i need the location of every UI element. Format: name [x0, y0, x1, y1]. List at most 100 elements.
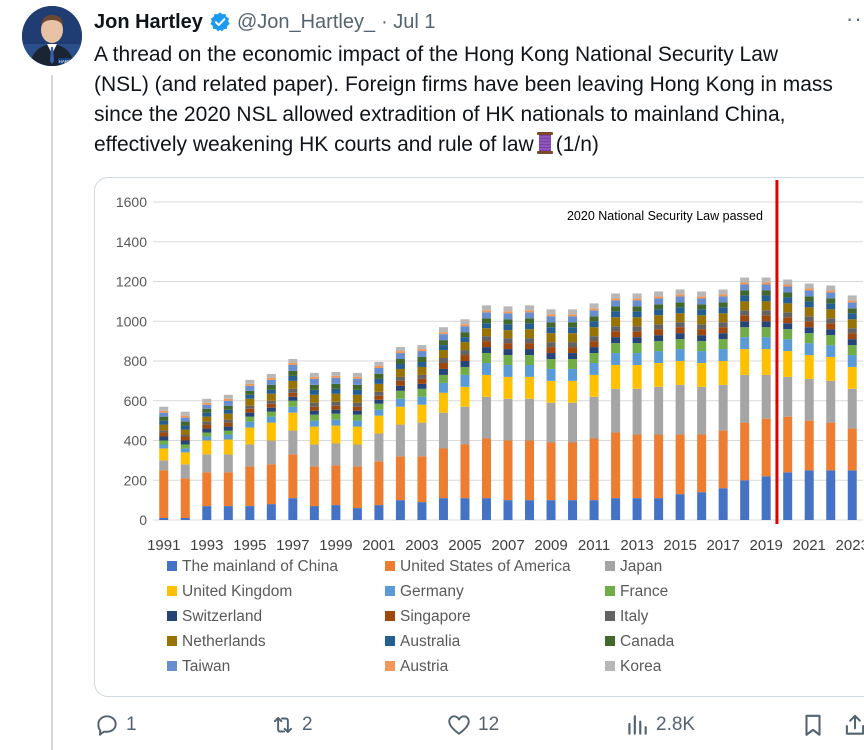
bar-segment: [331, 375, 341, 378]
bar-segment: [202, 428, 212, 433]
bar-segment: [740, 480, 750, 520]
bar-segment: [180, 417, 190, 422]
bar-segment: [159, 444, 169, 449]
bar-segment: [761, 282, 771, 285]
bar-segment: [245, 444, 255, 467]
bar-segment: [159, 436, 169, 441]
bar-segment: [309, 466, 319, 507]
bar-segment: [546, 368, 556, 381]
bar-segment: [417, 383, 427, 389]
bar-segment: [761, 374, 771, 419]
bar-segment: [804, 301, 814, 308]
bar-segment: [611, 432, 621, 499]
bar-segment: [847, 428, 857, 471]
bar-segment: [180, 415, 190, 418]
bar-segment: [202, 408, 212, 413]
views-button[interactable]: 2.8K: [624, 712, 695, 738]
bar-segment: [374, 403, 384, 410]
legend-swatch: [605, 586, 615, 596]
bar-segment: [266, 400, 276, 404]
bar-segment: [503, 343, 513, 350]
bar-segment: [438, 332, 448, 335]
author-handle[interactable]: @Jon_Hartley_: [236, 10, 376, 33]
bar-segment: [847, 339, 857, 346]
bar-segment: [245, 466, 255, 507]
x-tick-label: 1997: [276, 537, 309, 554]
legend-label: Canada: [620, 633, 675, 650]
bar-segment: [783, 472, 793, 520]
bar-segment: [546, 342, 556, 348]
bar-segment: [438, 448, 448, 499]
repost-button[interactable]: 2: [270, 712, 313, 738]
bar-segment: [654, 498, 664, 520]
repost-icon: [273, 716, 293, 734]
bar-segment: [352, 394, 362, 403]
bar-segment: [159, 440, 169, 445]
legend-swatch: [605, 661, 615, 671]
author-name[interactable]: Jon Hartley: [94, 10, 203, 33]
bar-segment: [180, 411, 190, 416]
share-button[interactable]: [842, 712, 864, 738]
bookmark-button[interactable]: [800, 712, 826, 738]
tweet-date[interactable]: · Jul 1: [381, 10, 436, 33]
bar-segment: [546, 309, 556, 315]
bar-segment: [697, 315, 707, 325]
bar-segment: [697, 329, 707, 336]
reply-button[interactable]: 1: [94, 712, 137, 738]
bar-segment: [481, 341, 491, 348]
bar-segment: [331, 465, 341, 506]
bar-segment: [503, 311, 513, 314]
bar-segment: [331, 401, 341, 406]
legend-label: Austria: [400, 658, 449, 675]
bar-segment: [654, 304, 664, 310]
bar-segment: [675, 339, 685, 350]
bar-segment: [331, 405, 341, 410]
bar-segment: [309, 444, 319, 467]
bar-segment: [288, 454, 298, 499]
bar-segment: [309, 376, 319, 379]
bar-segment: [740, 337, 750, 350]
chart-image-card[interactable]: 0 200 400 600 800 1000 1200 1400 1600 1991 1993 199…: [94, 177, 864, 697]
bar-segment: [288, 370, 298, 376]
bar-segment: [675, 327, 685, 334]
bar-segment: [503, 349, 513, 356]
bar-segment: [180, 425, 190, 430]
tweet-text-line: effectively weakening HK courts and rule…: [94, 133, 534, 156]
bar-segment: [546, 314, 556, 317]
bar-segment: [740, 290, 750, 296]
bar-segment: [374, 399, 384, 404]
bar-segment: [503, 313, 513, 320]
bar-segment: [611, 317, 621, 327]
bar-segment: [697, 304, 707, 310]
bar-segment: [847, 345, 857, 356]
bar-segment: [826, 357, 836, 381]
bar-segment: [503, 330, 513, 339]
bar-segment: [223, 434, 233, 440]
bar-segment: [180, 478, 190, 519]
like-button[interactable]: 12: [446, 712, 499, 738]
bar-segment: [331, 371, 341, 376]
legend-label: United Kingdom: [182, 583, 292, 600]
bar-segment: [395, 456, 405, 501]
bar-segment: [223, 413, 233, 420]
bar-segment: [804, 355, 814, 379]
bar-segment: [761, 301, 771, 311]
bar-segment: [589, 303, 599, 309]
bar-segment: [417, 349, 427, 352]
bar-segment: [761, 349, 771, 375]
legend-swatch: [167, 636, 177, 646]
repost-count: 2: [302, 714, 313, 735]
bar-segment: [804, 343, 814, 356]
avatar[interactable]: HARTLEY: [22, 6, 82, 66]
more-options-icon[interactable]: ··: [846, 6, 863, 31]
bar-segment: [546, 316, 556, 323]
bar-segment: [847, 302, 857, 309]
tweet-text-line: (NSL) (and related paper). Foreign firms…: [94, 73, 833, 96]
bar-segment: [697, 362, 707, 387]
bar-segment: [718, 294, 728, 297]
bar-segment: [180, 434, 190, 437]
bar-segment: [654, 434, 664, 499]
bar-segment: [460, 444, 470, 499]
bar-segment: [481, 438, 491, 499]
bar-segment: [525, 376, 535, 399]
